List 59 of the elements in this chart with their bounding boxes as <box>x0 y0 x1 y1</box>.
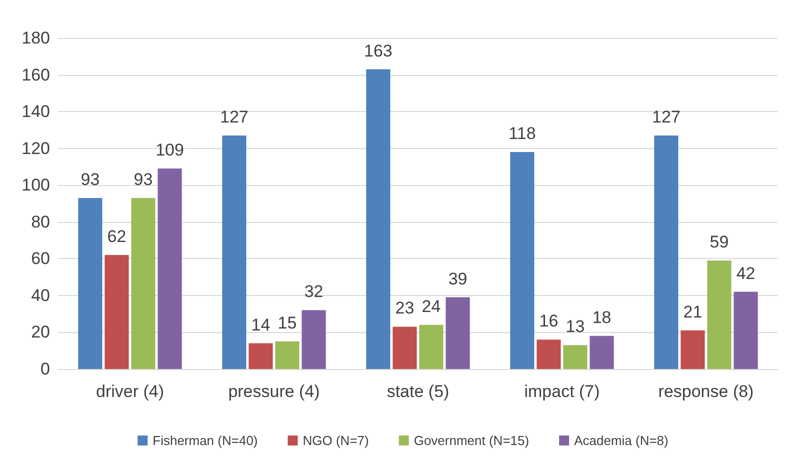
bar <box>680 330 705 369</box>
data-label: 21 <box>683 302 702 322</box>
bar <box>446 297 470 369</box>
data-label: 127 <box>220 107 248 126</box>
bar <box>275 341 300 369</box>
data-label: 127 <box>652 107 680 126</box>
bar <box>734 292 758 369</box>
y-tick-label: 160 <box>22 65 50 84</box>
data-label: 62 <box>107 226 126 246</box>
y-tick-label: 20 <box>31 322 50 342</box>
y-tick-label: 40 <box>31 286 50 305</box>
data-label: 163 <box>364 41 392 60</box>
bar <box>392 326 417 369</box>
data-label: 15 <box>278 313 297 332</box>
y-tick-label: 120 <box>22 138 50 158</box>
bar <box>590 336 614 369</box>
y-tick-label: 60 <box>31 249 50 268</box>
data-label: 16 <box>539 312 558 331</box>
data-label: 42 <box>736 264 756 283</box>
data-label: 118 <box>508 124 536 144</box>
data-label: 18 <box>592 308 612 327</box>
bar <box>248 343 273 369</box>
data-label: 59 <box>710 232 729 252</box>
legend-label: Fisherman (N=40) <box>152 433 258 448</box>
x-tick-label: impact (7) <box>524 382 600 401</box>
y-tick-label: 180 <box>22 28 50 48</box>
bar <box>366 69 390 369</box>
bar <box>302 310 326 369</box>
data-label: 14 <box>251 315 270 334</box>
legend-label: Academia (N=8) <box>574 433 668 448</box>
data-label: 32 <box>304 282 324 302</box>
bar <box>222 135 246 369</box>
data-label: 39 <box>448 269 468 288</box>
x-tick-label: state (5) <box>386 382 450 401</box>
y-tick-label: 0 <box>40 360 50 378</box>
bar <box>419 324 444 369</box>
data-label: 24 <box>422 296 441 316</box>
y-tick-label: 140 <box>22 102 50 122</box>
data-label: 23 <box>395 298 414 318</box>
x-tick-label: pressure (4) <box>228 382 320 401</box>
y-tick-label: 100 <box>22 176 50 195</box>
x-tick-label: driver (4) <box>96 382 164 401</box>
bar <box>78 198 102 369</box>
data-label: 109 <box>156 140 184 160</box>
bar <box>707 260 732 369</box>
bar <box>104 254 129 369</box>
bar <box>158 168 182 369</box>
y-tick-label: 80 <box>31 212 50 232</box>
data-label: 93 <box>80 170 100 189</box>
bar <box>536 340 561 369</box>
legend-label: Government (N=15) <box>414 433 530 448</box>
bar <box>510 152 534 369</box>
bar <box>131 198 156 369</box>
x-tick-label: response (8) <box>658 382 754 401</box>
data-label: 13 <box>566 317 585 336</box>
bar <box>563 345 588 369</box>
bar <box>654 135 678 369</box>
data-label: 93 <box>134 170 153 189</box>
legend-label: NGO (N=7) <box>302 433 369 448</box>
